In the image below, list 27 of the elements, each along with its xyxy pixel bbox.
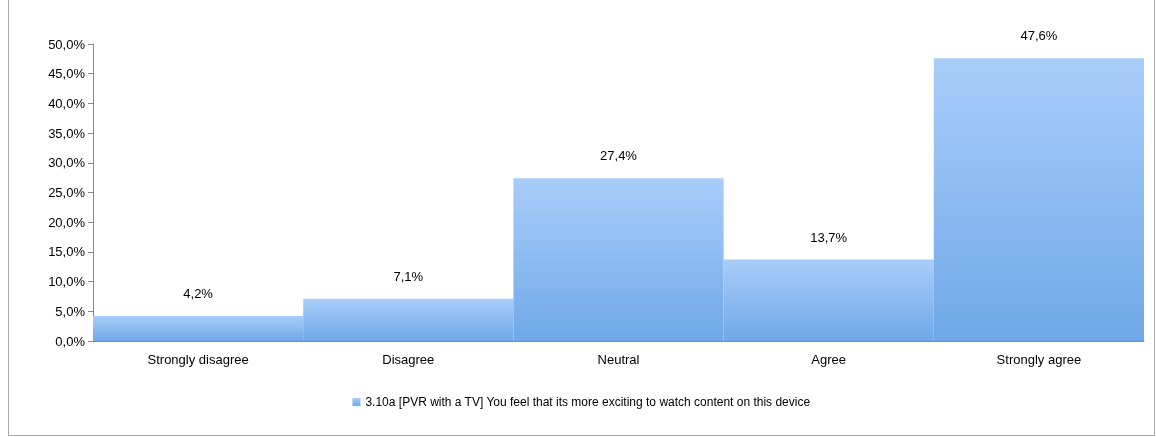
data-label: 7,1% bbox=[393, 268, 424, 284]
data-label: 27,4% bbox=[600, 148, 638, 164]
data-label: 4,2% bbox=[183, 286, 214, 302]
y-tick-label: 25,0% bbox=[48, 185, 86, 200]
x-tick-label: Strongly agree bbox=[996, 352, 1082, 367]
bar bbox=[513, 178, 724, 341]
data-label: 13,7% bbox=[810, 229, 848, 245]
data-label: 47,6% bbox=[1020, 28, 1058, 44]
y-tick-label: 20,0% bbox=[48, 214, 86, 230]
x-tick-label: Neutral bbox=[597, 352, 640, 367]
bar bbox=[723, 259, 934, 341]
y-tick-label: 45,0% bbox=[48, 66, 86, 82]
x-tick-label: Agree bbox=[811, 352, 847, 367]
x-tick-label: Strongly disagree bbox=[147, 352, 249, 367]
y-tick-label: 50,0% bbox=[48, 36, 86, 52]
x-tick-label: Disagree bbox=[382, 352, 435, 367]
y-tick-label: 5,0% bbox=[55, 303, 86, 319]
y-tick-label: 15,0% bbox=[48, 244, 86, 260]
legend-label: 3.10a [PVR with a TV] You feel that its more exciting to watch content on this device bbox=[365, 395, 811, 409]
bar bbox=[93, 316, 304, 341]
bar bbox=[303, 298, 514, 341]
y-tick-label: 0,0% bbox=[55, 333, 86, 349]
y-tick-label: 10,0% bbox=[48, 274, 86, 290]
bar bbox=[933, 58, 1144, 341]
y-tick-label: 30,0% bbox=[48, 155, 86, 171]
y-tick-label: 40,0% bbox=[48, 95, 86, 111]
y-tick-label: 35,0% bbox=[48, 125, 86, 141]
